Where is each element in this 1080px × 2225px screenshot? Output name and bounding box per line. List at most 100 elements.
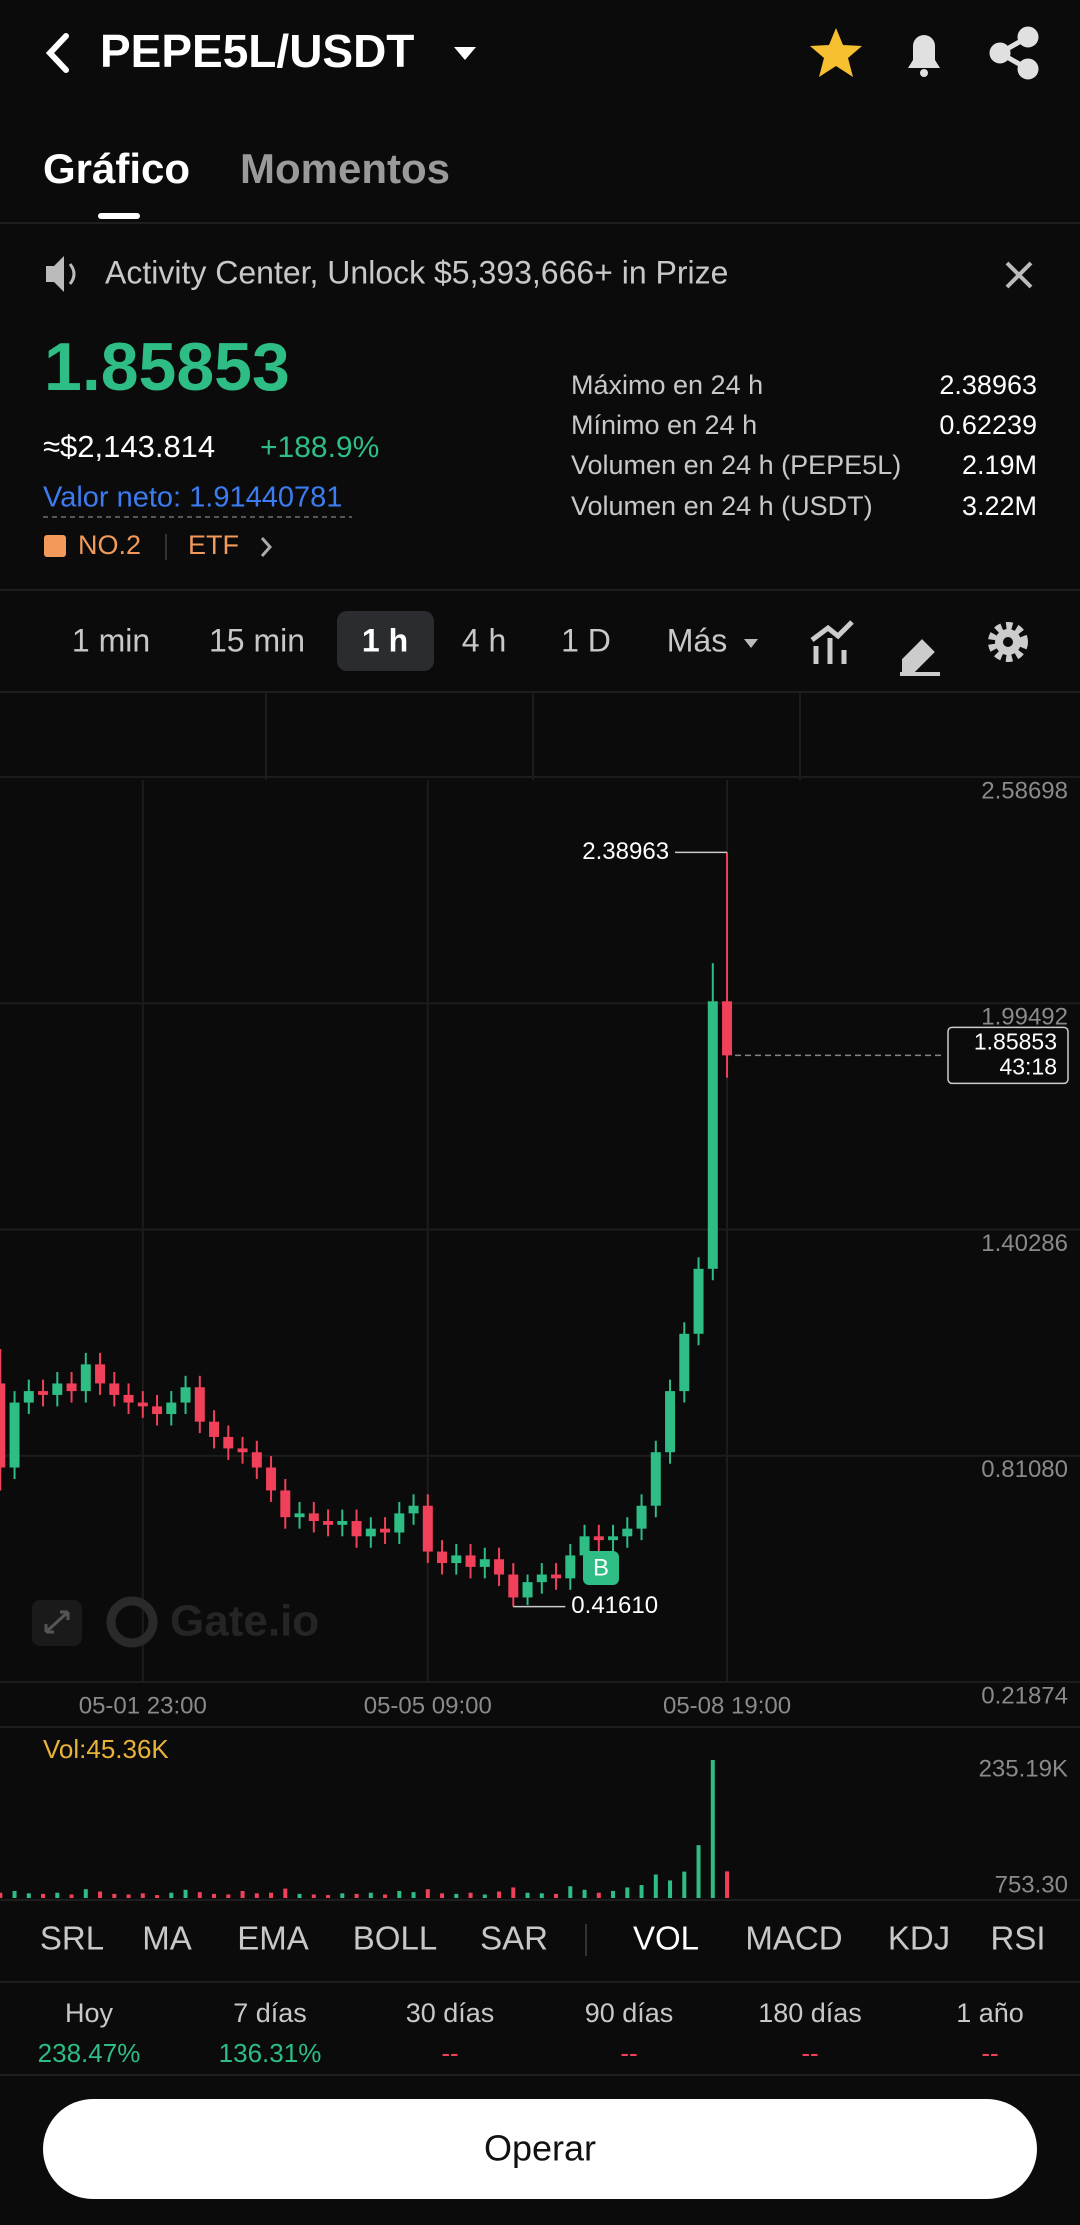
settings-icon[interactable] — [988, 622, 1028, 662]
volume-bar — [83, 1889, 88, 1898]
candle-body — [166, 1402, 177, 1415]
candle-body — [522, 1582, 533, 1598]
indicator-tab[interactable]: MACD — [745, 1920, 842, 1957]
volume-tick-label: 235.19K — [979, 1755, 1068, 1782]
period-value: -- — [620, 2038, 637, 2068]
candle-body — [394, 1513, 405, 1533]
period-value: -- — [441, 2038, 458, 2068]
divider — [0, 691, 1080, 693]
candle-body — [0, 1383, 6, 1468]
y-tick-label: 2.58698 — [981, 777, 1068, 804]
alert-icon[interactable] — [908, 35, 940, 68]
net-value[interactable]: Valor neto: 1.91440781 — [43, 482, 342, 514]
indicator-tab[interactable]: VOL — [633, 1920, 699, 1957]
volume-bar — [525, 1892, 530, 1898]
volume-bar — [183, 1889, 188, 1898]
rank-icon — [44, 535, 66, 557]
indicator-tab[interactable]: RSI — [990, 1920, 1045, 1957]
y-tick-label: 1.40286 — [981, 1230, 1068, 1257]
interval-tab[interactable]: 1 min — [72, 622, 150, 658]
volume-bar — [383, 1894, 388, 1898]
period-label: 180 días — [758, 1998, 862, 2028]
indicator-tab[interactable]: SAR — [480, 1920, 548, 1957]
candle-body — [308, 1513, 319, 1522]
volume-bar — [197, 1892, 202, 1898]
indicator-tab[interactable]: KDJ — [888, 1920, 950, 1957]
trade-button[interactable] — [43, 2099, 1037, 2199]
last-price: 1.85853 — [44, 329, 290, 405]
volume-bar — [269, 1892, 274, 1898]
candle-body — [622, 1528, 633, 1537]
indicator-tab[interactable]: MA — [142, 1920, 192, 1957]
candle-body — [38, 1391, 49, 1395]
back-icon[interactable] — [45, 33, 69, 73]
volume-bar — [611, 1890, 616, 1898]
candle-body — [123, 1394, 134, 1403]
period-label: 90 días — [585, 1998, 674, 2028]
candle-body — [593, 1536, 604, 1541]
tab[interactable]: Gráfico — [43, 145, 190, 192]
x-tick-label: 05-08 19:00 — [663, 1692, 791, 1719]
volume-bar — [55, 1892, 60, 1898]
rank-badge[interactable]: NO.2 — [78, 530, 141, 560]
tab[interactable]: Momentos — [240, 145, 450, 192]
trade-button-label[interactable]: Operar — [484, 2128, 596, 2169]
stat-label: Mínimo en 24 h — [571, 410, 757, 440]
indicator-tab[interactable]: EMA — [237, 1920, 309, 1957]
candle-body — [23, 1391, 34, 1403]
x-tick-label: 05-05 09:00 — [364, 1692, 492, 1719]
volume-bar — [297, 1893, 302, 1898]
indicator-tab[interactable]: SRL — [40, 1920, 104, 1957]
pair-title[interactable]: PEPE5L/USDT — [100, 25, 414, 77]
candle-body — [408, 1505, 419, 1514]
volume-bar — [511, 1887, 516, 1898]
alert-icon-dot — [920, 69, 928, 77]
stat-label: Volumen en 24 h (USDT) — [571, 491, 873, 521]
share-icon[interactable] — [989, 26, 1039, 80]
candle-body — [266, 1467, 277, 1491]
period-value: 136.31% — [219, 2038, 322, 2068]
last-price-label: 1.85853 — [974, 1028, 1057, 1054]
stat-value: 3.22M — [962, 491, 1037, 521]
indicator-tab[interactable]: BOLL — [353, 1920, 437, 1957]
buy-marker[interactable] — [583, 1551, 619, 1585]
interval-tab[interactable]: 15 min — [209, 622, 305, 658]
price-change: +188.9% — [260, 431, 379, 464]
interval-tab[interactable]: Más — [667, 622, 727, 658]
watermark: Gate.io — [170, 1597, 319, 1646]
indicator-separator — [585, 1924, 587, 1956]
candle-body — [679, 1333, 690, 1392]
candle-body — [722, 1001, 733, 1056]
interval-tab[interactable]: 1 D — [561, 622, 611, 658]
volume-bar — [26, 1893, 31, 1898]
period-value: -- — [801, 2038, 818, 2068]
volume-bar — [254, 1893, 259, 1898]
x-tick-label: 05-01 23:00 — [79, 1692, 207, 1719]
interval-tab[interactable]: 4 h — [462, 622, 506, 658]
banner-text[interactable]: Activity Center, Unlock $5,393,666+ in P… — [105, 254, 728, 290]
etf-badge[interactable]: ETF — [188, 530, 239, 560]
expand-icon — [44, 1610, 70, 1634]
indicator-icon[interactable] — [810, 620, 854, 664]
draw-icon[interactable] — [900, 639, 940, 676]
interval-selected-bg — [337, 611, 434, 671]
divider — [0, 2074, 1080, 2076]
speaker-icon — [46, 256, 64, 292]
stat-value: 2.38963 — [939, 370, 1037, 400]
volume-bar — [0, 1892, 3, 1898]
period-label: 7 días — [233, 1998, 307, 2028]
low-marker-label: 0.41610 — [571, 1592, 658, 1619]
candle-body — [180, 1387, 191, 1403]
volume-bar — [12, 1890, 17, 1898]
favorite-icon[interactable] — [810, 28, 862, 77]
close-icon[interactable] — [1005, 261, 1033, 289]
interval-tab[interactable]: 1 h — [362, 622, 408, 658]
last-price-box — [947, 1026, 1069, 1085]
candle-body — [536, 1574, 547, 1583]
volume-bar — [212, 1893, 217, 1898]
dropdown-caret[interactable] — [454, 47, 476, 60]
candle-body — [579, 1536, 590, 1556]
